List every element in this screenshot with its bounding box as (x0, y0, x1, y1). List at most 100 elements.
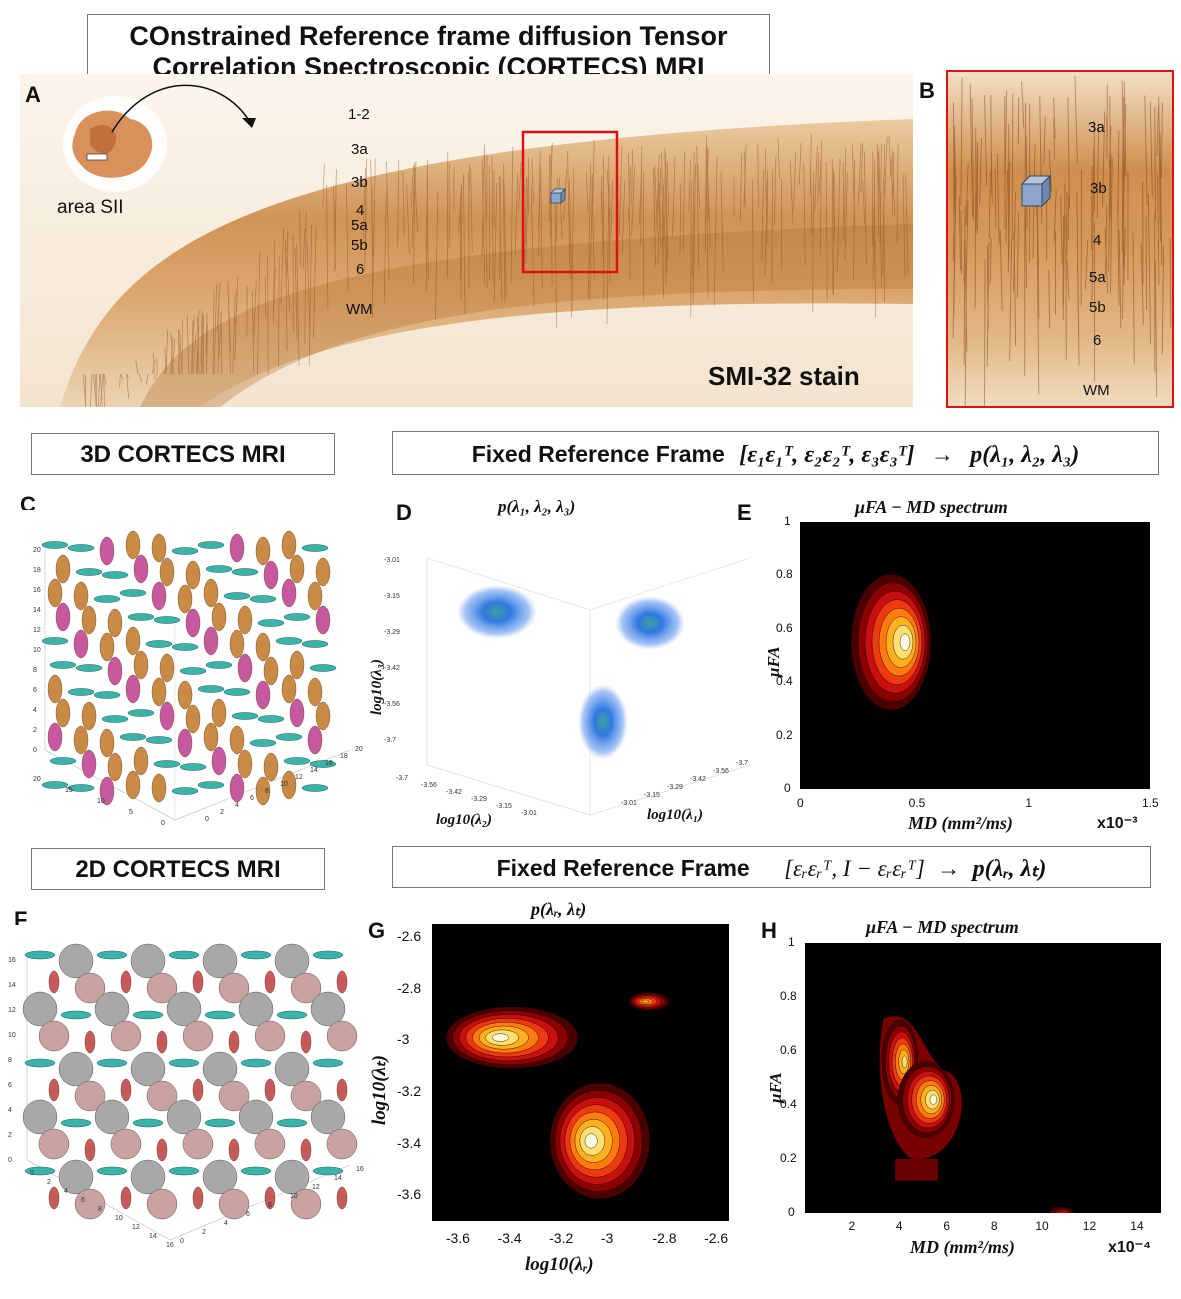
section-2d-frame-formula: [εᵣεᵣᵀ, I − εᵣεᵣᵀ] (784, 856, 925, 881)
panel-g-x-tick: -3.6 (445, 1230, 470, 1246)
panel-h-x-tick: 6 (943, 1219, 951, 1233)
panel-g-y-tick: -3.2 (397, 1082, 422, 1099)
panel-c-x-tick: 14 (310, 767, 318, 774)
panel-f-x-tick: 0 (180, 1238, 184, 1245)
panel-d-right-tick: -3.15 (644, 792, 660, 799)
panel-h-peak-2-contour-2 (1059, 1210, 1068, 1213)
panel-d-left-tick: -3.29 (471, 796, 487, 803)
panel-c-ellipsoid-plot (15, 510, 365, 828)
panel-b-layer-6: 6 (1093, 332, 1102, 349)
panel-e-y-tick: 0 (784, 781, 791, 795)
panel-f-x-tick: 12 (312, 1184, 320, 1191)
panel-f-z-tick: 16 (8, 957, 16, 964)
section-3d-label: 3D CORTECS MRI (31, 433, 335, 475)
panel-a-layer-3b: 3b (351, 174, 368, 191)
panel-h-y-tick: 0.6 (780, 1043, 797, 1057)
stain-label: SMI-32 stain (708, 361, 860, 391)
panel-c-x-tick: 10 (280, 781, 288, 788)
panel-g-title: p(λᵣ, λₜ) (531, 899, 587, 919)
panel-g-heatmap (432, 924, 729, 1221)
panel-c-z-tick: 0 (33, 747, 37, 754)
panel-d-y-tick: -3.01 (384, 557, 400, 564)
inset-label-area-sii: area SII (57, 197, 124, 218)
panel-d-y-tick: -3.7 (384, 737, 397, 744)
panel-c-y-tick: 10 (97, 798, 105, 805)
panel-f-z-tick: 2 (8, 1132, 12, 1139)
panel-g-y-tick: -2.6 (397, 927, 422, 944)
panel-a-stain-image (20, 74, 913, 407)
panel-c-z-tick: 6 (33, 687, 37, 694)
panel-d-left-tick: -3.15 (496, 803, 512, 810)
panel-c-x-tick: 18 (340, 753, 348, 760)
panel-d-right-tick: -3.56 (713, 768, 729, 775)
panel-f-x-tick: 6 (246, 1211, 250, 1218)
panel-c-z-tick: 12 (33, 627, 41, 634)
panel-b-layer-5b: 5b (1089, 299, 1106, 316)
panel-d-right-tick: -3.29 (667, 784, 683, 791)
panel-e-y-tick: 0.8 (776, 567, 793, 582)
panel-d-y-tick: -3.15 (384, 593, 400, 600)
panel-f-z-tick: 4 (8, 1107, 12, 1114)
panel-h-y-tick: 1 (788, 935, 795, 949)
panel-d-blob-3 (578, 684, 628, 760)
panel-g-letter: G (368, 918, 386, 943)
panel-a-layer-1-2: 1-2 (348, 106, 370, 123)
panel-c-z-tick: 14 (33, 607, 41, 614)
panel-d-xlabel-right: log10(λ₁) (647, 807, 704, 823)
panel-h-x-tick: 12 (1082, 1219, 1097, 1233)
panel-g-xlabel: log10(λᵣ) (525, 1254, 594, 1275)
panel-d-right-tick: -3.01 (621, 800, 637, 807)
panel-g-x-tick: -2.6 (704, 1230, 729, 1246)
stain-drawing (20, 74, 913, 407)
panel-e-x-tick: 1 (1025, 796, 1033, 810)
panel-b-layer-4: 4 (1093, 232, 1102, 249)
panel-c-z-tick: 18 (33, 567, 41, 574)
stain-zoom-drawing (948, 72, 1172, 406)
panel-g-x-tick: -3.4 (497, 1230, 522, 1246)
panel-d-left-tick: -3.7 (396, 775, 409, 782)
section-3d-arrow: → (930, 441, 954, 467)
section-2d-arrow: → (937, 855, 961, 881)
panel-f-x-tick: 2 (202, 1229, 206, 1236)
panel-a-layer-5a: 5a (351, 217, 368, 234)
panel-d-left-tick: -3.56 (421, 782, 437, 789)
panel-e-y-tick: 0.4 (776, 674, 793, 689)
panel-c-z-tick: 10 (33, 647, 41, 654)
panel-f-y-tick: 14 (149, 1233, 157, 1240)
panel-c-x-tick: 2 (220, 809, 224, 816)
panel-h-x-multiplier: x10⁻⁴ (1108, 1239, 1152, 1256)
panel-f-y-tick: 6 (81, 1197, 85, 1204)
panel-d-left-tick: -3.42 (446, 789, 462, 796)
section-2d-frame-box: Fixed Reference Frame [εᵣεᵣᵀ, I − εᵣεᵣᵀ]… (392, 846, 1151, 888)
panel-f-y-tick: 12 (132, 1224, 140, 1231)
panel-h-heatmap (805, 943, 1161, 1213)
panel-b-layer-wm: WM (1083, 382, 1110, 399)
panel-f-z-tick: 8 (8, 1057, 12, 1064)
panel-h-letter: H (761, 918, 777, 943)
panel-a-letter: A (25, 82, 41, 107)
panel-b-stain-image (946, 70, 1174, 408)
panel-f-x-tick: 14 (334, 1175, 342, 1182)
panel-f-x-tick: 16 (356, 1166, 364, 1173)
panel-e-y-tick: 0.6 (776, 620, 793, 635)
panel-a-layer-6: 6 (356, 261, 365, 278)
panel-d-right-tick: -3.42 (690, 776, 706, 783)
panel-h-low-tail (895, 1159, 938, 1181)
panel-c-x-tick: 20 (355, 746, 363, 753)
panel-d-left-tick: -3.01 (521, 810, 537, 817)
panel-e-y-tick: 0.2 (776, 727, 793, 742)
panel-f-y-tick: 16 (166, 1242, 174, 1249)
panel-f-y-tick: 2 (47, 1179, 51, 1186)
panel-e-x-multiplier: x10⁻³ (1097, 815, 1138, 832)
panel-f-z-tick: 12 (8, 1007, 16, 1014)
panel-e-ylabel: μFA (764, 646, 783, 677)
panel-f-x-tick: 4 (224, 1220, 228, 1227)
panel-g-y-tick: -3.4 (397, 1134, 422, 1151)
panel-f-y-tick: 8 (98, 1206, 102, 1213)
panel-f-z-tick: 0 (8, 1157, 12, 1164)
panel-f-y-tick: 4 (64, 1188, 68, 1195)
panel-c-z-tick: 4 (33, 707, 37, 714)
panel-c-x-tick: 16 (325, 760, 333, 767)
panel-f-x-tick: 10 (290, 1193, 298, 1200)
panel-d-y-tick: -3.42 (384, 665, 400, 672)
